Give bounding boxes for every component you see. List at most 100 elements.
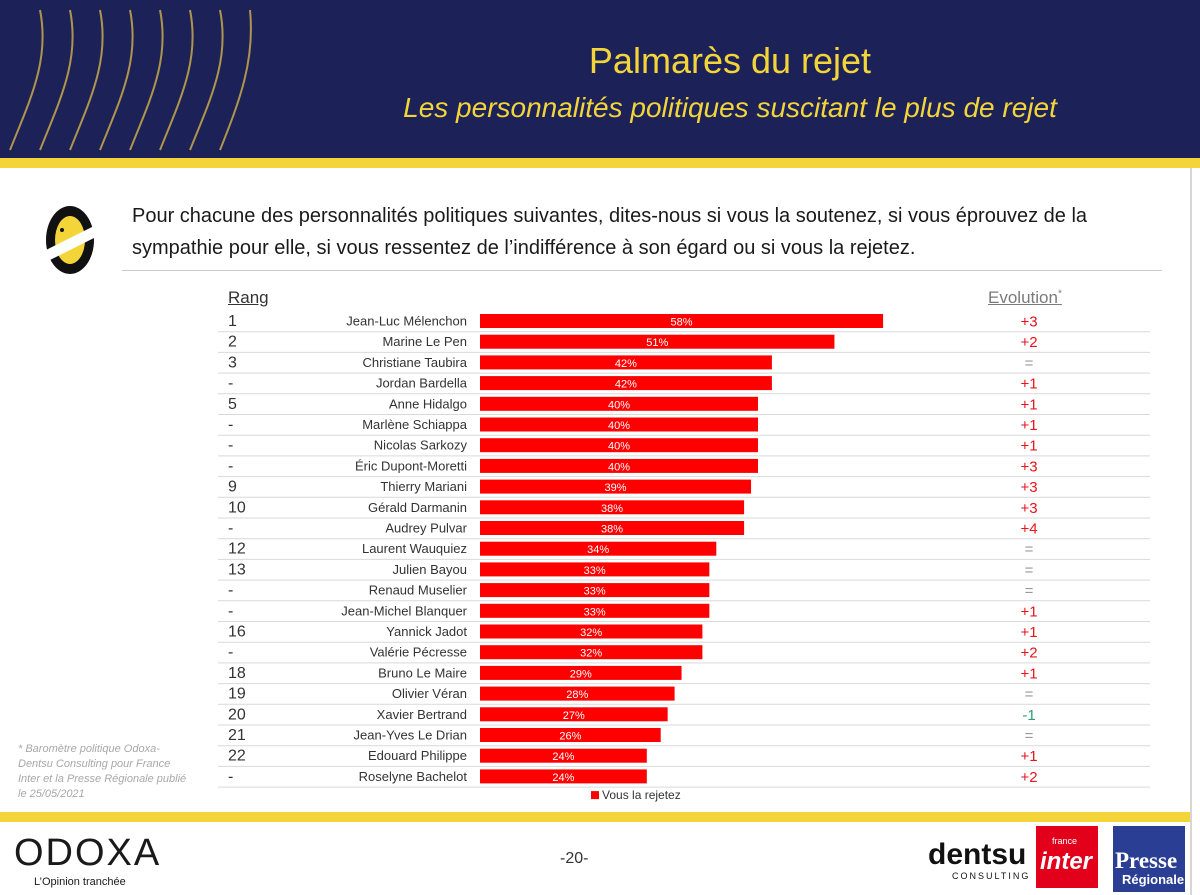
rank-label: 3: [228, 354, 237, 371]
evolution-value: -1: [1022, 707, 1035, 724]
bar-value-label: 32%: [580, 627, 602, 639]
bar: [480, 686, 675, 701]
page-subtitle: Les personnalités politiques suscitant l…: [403, 92, 1057, 123]
candidate-name: Jean-Yves Le Drian: [354, 728, 467, 743]
evolution-footnote-mark: *: [1057, 288, 1062, 300]
rank-label: -: [228, 417, 233, 434]
candidate-name: Marlène Schiappa: [362, 417, 468, 432]
bar: [480, 396, 758, 411]
evolution-value: =: [1025, 728, 1034, 745]
header-banner: Palmarès du rejet Les personnalités poli…: [0, 0, 1200, 158]
evolution-value: +1: [1020, 603, 1037, 620]
bar-value-label: 34%: [587, 544, 609, 556]
candidate-name: Julien Bayou: [393, 562, 467, 577]
rank-label: -: [228, 458, 233, 475]
header-stripe: [0, 158, 1200, 168]
page-title: Palmarès du rejet: [588, 40, 872, 81]
evolution-value: +1: [1020, 438, 1037, 455]
bar: [480, 603, 710, 618]
evolution-value: +1: [1020, 376, 1037, 393]
bar: [480, 479, 752, 494]
evolution-value: +3: [1020, 458, 1037, 475]
rank-label: -: [228, 520, 233, 537]
legend-swatch: [591, 791, 599, 800]
bar-value-label: 51%: [646, 337, 668, 349]
bar: [480, 314, 884, 328]
evolution-value: =: [1025, 686, 1034, 703]
bar: [480, 376, 772, 391]
bar: [480, 707, 668, 722]
legend-label: Vous la rejetez: [602, 788, 681, 802]
candidate-name: Gérald Darmanin: [368, 500, 467, 515]
regionale-label: Régionale: [1122, 872, 1185, 887]
evolution-column-header: Evolution*: [988, 288, 1062, 308]
bar-value-label: 40%: [608, 420, 630, 432]
bar: [480, 355, 772, 370]
rank-label: -: [228, 644, 233, 661]
candidate-name: Yannick Jadot: [386, 624, 467, 639]
rank-label: 13: [228, 561, 246, 578]
odoxa-tagline: L’Opinion tranchée: [34, 876, 126, 888]
page-number: -20-: [560, 850, 589, 867]
candidate-name: Éric Dupont-Moretti: [355, 458, 467, 473]
rank-label: 10: [228, 499, 246, 516]
dentsu-consulting-label: CONSULTING: [952, 871, 1031, 881]
rank-label: 1: [228, 313, 237, 330]
bar-value-label: 32%: [580, 648, 602, 660]
france-inter-small-label: france: [1052, 836, 1078, 846]
odoxa-logo: ODOXA: [14, 832, 162, 874]
evolution-value: +3: [1020, 314, 1037, 331]
rank-label: 5: [228, 396, 237, 413]
rank-label: 9: [228, 479, 237, 496]
rank-label: -: [228, 603, 233, 620]
bar: [480, 624, 703, 639]
evolution-value: +3: [1020, 500, 1037, 517]
bar: [480, 500, 745, 515]
bar-value-label: 40%: [608, 399, 630, 411]
rank-label: 22: [228, 748, 246, 765]
bar-value-label: 38%: [601, 503, 623, 515]
evolution-header-label: Evolution: [988, 288, 1058, 307]
candidate-name: Xavier Bertrand: [377, 707, 467, 722]
candidate-name: Bruno Le Maire: [378, 665, 467, 680]
candidate-name: Marine Le Pen: [382, 334, 467, 349]
bar: [480, 334, 835, 349]
candidate-name: Jean-Luc Mélenchon: [346, 314, 467, 329]
bar: [480, 458, 758, 473]
france-inter-label: inter: [1040, 848, 1093, 875]
bar-value-label: 40%: [608, 441, 630, 453]
bar-value-label: 40%: [608, 461, 630, 473]
evolution-value: +1: [1020, 417, 1037, 434]
bar-value-label: 28%: [566, 689, 588, 701]
odoxa-o-icon: [42, 206, 98, 274]
evolution-value: +1: [1020, 396, 1037, 413]
bar-value-label: 58%: [671, 317, 693, 329]
evolution-value: =: [1025, 583, 1034, 600]
bar-value-label: 39%: [605, 482, 627, 494]
france-inter-logo: [1036, 826, 1098, 888]
presse-regionale-logo: [1113, 826, 1185, 892]
rank-label: 12: [228, 541, 246, 558]
evolution-value: +1: [1020, 748, 1037, 765]
candidate-name: Audrey Pulvar: [385, 521, 467, 536]
rank-column-header: Rang: [228, 288, 269, 307]
candidate-name: Jordan Bardella: [376, 376, 468, 391]
rank-label: -: [228, 375, 233, 392]
candidate-name: Nicolas Sarkozy: [374, 438, 468, 453]
bar-value-label: 42%: [615, 358, 637, 370]
candidate-name: Olivier Véran: [392, 686, 467, 701]
bar-value-label: 29%: [570, 668, 592, 680]
bar: [480, 438, 758, 453]
evolution-value: +1: [1020, 624, 1037, 641]
bar-value-label: 33%: [584, 565, 606, 577]
bar: [480, 562, 710, 577]
evolution-value: +2: [1020, 769, 1037, 786]
bar-value-label: 24%: [552, 772, 574, 784]
bar: [480, 417, 758, 432]
candidate-name: Jean-Michel Blanquer: [341, 603, 467, 618]
footer-stripe: [0, 812, 1190, 822]
rank-label: 20: [228, 706, 246, 723]
bar: [480, 645, 703, 660]
rank-label: 21: [228, 727, 246, 744]
